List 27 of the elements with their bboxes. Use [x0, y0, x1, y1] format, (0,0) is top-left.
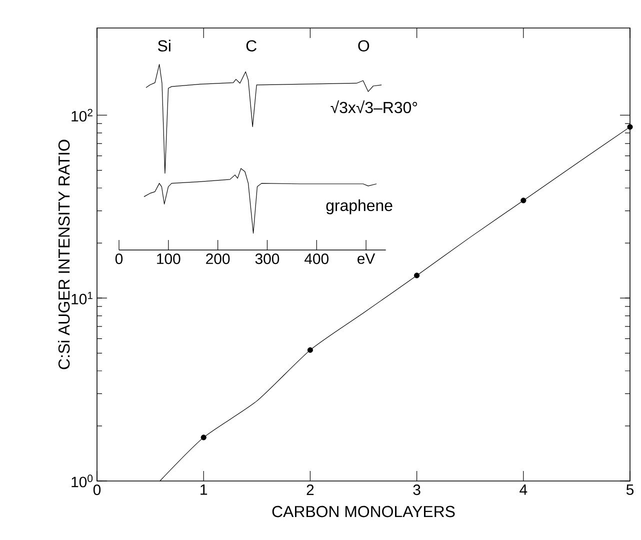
x-axis-title: CARBON MONOLAYERS	[272, 506, 455, 518]
x-tick-label: 2	[306, 484, 314, 495]
x-tick-label: 100	[157, 254, 180, 264]
annotation: O	[358, 40, 370, 52]
x-tick-label: 1	[200, 484, 208, 495]
y-tick-label: 10$^{1}$	[72, 292, 92, 304]
x-tick-label: 300	[255, 254, 280, 264]
x-tick-label: 200	[206, 254, 230, 264]
x-tick-label: eV	[358, 254, 376, 264]
y-axis-title: C:Si AUGER INTENSITY RATIO	[58, 140, 70, 370]
y-tick-label: 10$^{2}$	[72, 108, 92, 122]
annotation: C	[246, 40, 256, 52]
point	[307, 347, 313, 353]
point	[414, 272, 420, 278]
x-tick-label: 4	[520, 484, 528, 495]
x-tick-label: 400	[304, 254, 329, 264]
x-tick-label: 0	[115, 254, 123, 264]
point	[627, 124, 633, 130]
y-tick-label: 10$^{0}$	[72, 474, 93, 488]
point	[200, 434, 206, 440]
series-label: √3x√3–R30°	[330, 100, 418, 114]
series-label: graphene	[326, 199, 392, 214]
point	[520, 198, 526, 204]
x-tick-label: 3	[413, 484, 420, 496]
x-tick-label: 5	[626, 484, 634, 495]
annotation: Si	[158, 40, 170, 52]
x-tick-label: 0	[93, 484, 101, 496]
